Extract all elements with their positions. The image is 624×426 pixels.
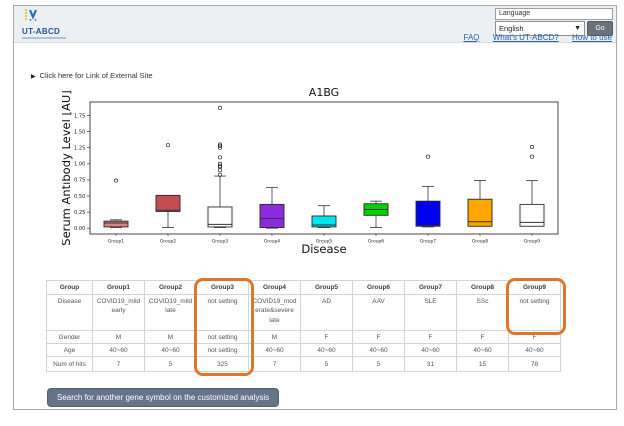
table-cell: SSc [456,294,509,331]
table-cell: SLE [404,294,457,331]
svg-text:1.50: 1.50 [74,129,86,135]
table-row: Age 40~60 40~60 not setting 40~60 40~60 40~60 4… [46,343,561,357]
table-cell: M [248,330,301,344]
logo-icon [24,8,38,21]
language-label: Language [495,8,613,20]
search-another-gene-button[interactable]: Search for another gene symbol on the cu… [47,388,280,407]
svg-text:A1BG: A1BG [309,86,339,99]
logo[interactable]: UT-ABCD [22,8,92,39]
svg-text:Group6: Group6 [368,239,384,245]
table-cell: 40~60 [404,343,457,357]
table-cell: M [144,330,197,344]
groups-table: Group Group1 Group2 Group3 Group4 Group5 Group… [46,280,561,372]
svg-text:Disease: Disease [301,242,346,256]
svg-text:Group7: Group7 [420,239,436,245]
table-cell: Group2 [144,280,197,295]
table-cell: 5 [144,356,197,372]
table-cell: 7 [248,356,301,372]
svg-text:Group4: Group4 [264,239,280,245]
svg-text:Group8: Group8 [472,239,488,245]
boxplot-chart: A1BG Disease Serum Antibody Level [AU] 0.00… [59,86,572,256]
row-label: Gender [46,330,93,344]
svg-text:0.25: 0.25 [74,210,86,216]
table-cell: F [508,330,561,344]
table-cell: 40~60 [456,343,509,357]
table-cell: not setting [508,294,561,331]
table-cell: F [300,330,353,344]
go-button[interactable]: Go [587,21,613,36]
link-whats-ut-abcd[interactable]: What's UT-ABCD? [492,33,559,42]
table-cell: Group5 [300,280,353,295]
svg-text:1.75: 1.75 [74,113,86,119]
row-label: Disease [46,294,93,331]
table-cell: Group6 [352,280,405,295]
table-cell: Group3 [196,280,249,295]
table-cell: 15 [456,356,509,372]
table-cell: F [456,330,509,344]
table-cell: COVID19_moderate&severe late [248,294,301,331]
svg-text:1.25: 1.25 [74,146,86,152]
table-cell: 31 [404,356,457,372]
table-cell: not setting [196,330,249,344]
table-cell: 40~60 [352,343,405,357]
table-cell: 40~60 [92,343,145,357]
svg-text:Group5: Group5 [316,239,332,245]
table-cell: not setting [196,294,249,331]
table-row: Disease COVID19_mild early COVID19_mild la… [46,294,561,331]
table-cell: not setting [196,343,249,357]
svg-text:0.50: 0.50 [74,194,86,200]
svg-text:0.00: 0.00 [74,226,86,232]
language-select[interactable]: English ▼ [495,21,585,36]
header: UT-ABCD Language English ▼ Go FAQ What's… [14,6,616,43]
table-cell: COVID19_mild late [144,294,197,331]
table-cell: 7 [92,356,145,372]
language-selected-value: English [499,24,524,33]
link-faq[interactable]: FAQ [463,33,480,42]
header-links: FAQ What's UT-ABCD? How to use [453,33,613,42]
page-card: UT-ABCD Language English ▼ Go FAQ What's… [13,5,617,410]
row-label: Age [46,343,93,357]
svg-text:Group9: Group9 [524,239,540,245]
table-cell: F [352,330,405,344]
table-cell: 40~60 [144,343,197,357]
table-cell: 40~60 [248,343,301,357]
link-how-to-use[interactable]: How to use [571,33,612,42]
table-cell: AD [300,294,353,331]
table-cell: Group8 [456,280,509,295]
row-label: Num of hits [46,356,93,372]
chevron-down-icon: ▼ [574,25,581,32]
table-row: Group Group1 Group2 Group3 Group4 Group5 Group… [46,280,561,295]
table-cell: M [92,330,145,344]
svg-text:Serum Antibody Level [AU]: Serum Antibody Level [AU] [62,90,73,245]
table-cell: 325 [196,356,249,372]
table-cell: Group1 [92,280,145,295]
language-panel: Language English ▼ Go [495,8,613,36]
logo-title: UT-ABCD [22,27,61,36]
svg-text:Group1: Group1 [108,239,124,245]
table-cell: AAV [352,294,405,331]
table-cell: COVID19_mild early [92,294,145,331]
table-cell: F [404,330,457,344]
svg-text:0.75: 0.75 [74,178,86,184]
table-cell: 78 [508,356,561,372]
table-cell: Group4 [248,280,301,295]
right-triangle-icon: ▶ [31,74,36,80]
table-cell: 5 [300,356,353,372]
svg-text:Group3: Group3 [212,239,228,245]
table-cell: 5 [352,356,405,372]
table-row: Num of hits 7 5 325 7 5 5 31 15 78 [46,356,561,372]
logo-tagline-decoration [22,37,66,39]
table-cell: Group7 [404,280,457,295]
table-cell: 40~60 [508,343,561,357]
external-site-link-label: Click here for Link of External Site [39,71,153,80]
table-cell: Group9 [508,280,561,295]
external-site-link[interactable]: ▶ Click here for Link of External Site [31,71,153,80]
table-cell: 40~60 [300,343,353,357]
svg-text:Group2: Group2 [160,239,176,245]
svg-text:1.00: 1.00 [74,162,86,168]
row-label: Group [46,280,93,295]
